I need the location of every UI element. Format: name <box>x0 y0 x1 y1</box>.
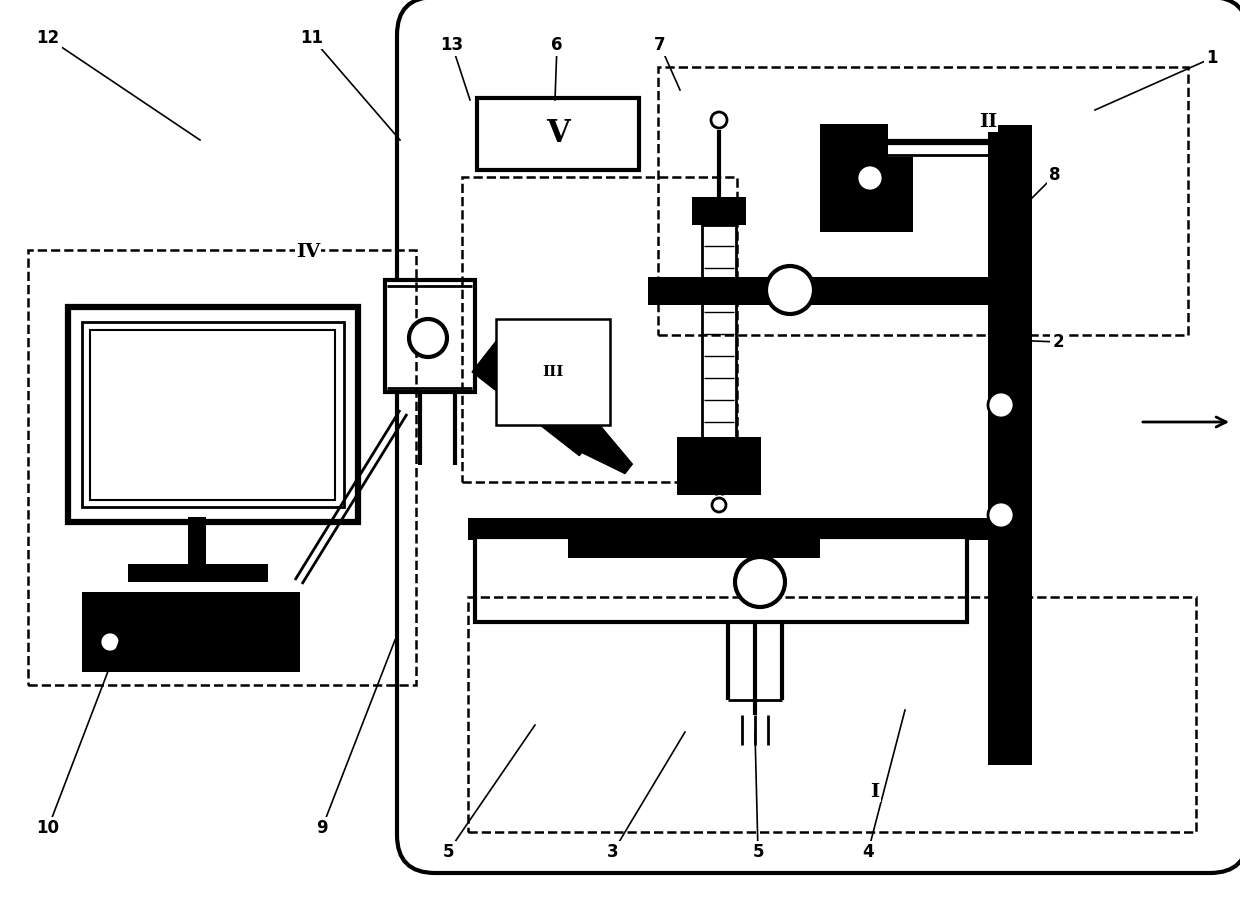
Bar <box>677 437 761 495</box>
Text: 12: 12 <box>36 29 60 47</box>
Text: IV: IV <box>296 243 320 261</box>
Circle shape <box>100 632 120 652</box>
Bar <box>820 124 888 232</box>
Bar <box>384 280 475 392</box>
Bar <box>463 177 737 482</box>
Text: III: III <box>542 365 564 379</box>
Bar <box>477 98 639 170</box>
Bar <box>568 530 820 558</box>
Bar <box>702 225 737 440</box>
Bar <box>188 517 206 565</box>
FancyBboxPatch shape <box>397 0 1240 873</box>
Bar <box>82 592 300 672</box>
Circle shape <box>712 498 725 512</box>
Text: 2: 2 <box>1053 333 1064 351</box>
Circle shape <box>766 266 813 314</box>
Bar <box>82 322 343 507</box>
Text: 9: 9 <box>316 819 327 837</box>
Bar <box>68 307 358 522</box>
Polygon shape <box>472 340 604 455</box>
Text: 10: 10 <box>36 819 60 837</box>
Bar <box>475 537 967 622</box>
Circle shape <box>409 319 446 357</box>
Bar <box>467 518 996 540</box>
Text: 6: 6 <box>552 36 563 54</box>
Text: 11: 11 <box>300 29 324 47</box>
Text: II: II <box>978 113 997 131</box>
Circle shape <box>711 112 727 128</box>
Text: 4: 4 <box>862 843 874 861</box>
Polygon shape <box>582 428 632 473</box>
Circle shape <box>988 502 1014 528</box>
Text: 5: 5 <box>443 843 454 861</box>
Bar <box>128 564 268 582</box>
Bar <box>91 330 335 500</box>
Text: 7: 7 <box>655 36 666 54</box>
Bar <box>29 250 415 685</box>
Text: 1: 1 <box>1207 49 1218 67</box>
Text: V: V <box>546 119 570 149</box>
Circle shape <box>857 165 883 191</box>
Text: 5: 5 <box>753 843 764 861</box>
Text: 8: 8 <box>1049 166 1060 184</box>
Circle shape <box>988 392 1014 418</box>
Circle shape <box>735 557 785 607</box>
Bar <box>91 330 335 500</box>
Bar <box>658 67 1188 335</box>
Text: 13: 13 <box>440 36 464 54</box>
Text: 3: 3 <box>608 843 619 861</box>
Bar <box>82 322 343 507</box>
Bar <box>649 277 992 305</box>
Bar <box>467 597 1197 832</box>
Text: I: I <box>870 783 879 801</box>
Bar <box>988 125 1032 765</box>
Bar <box>692 197 746 225</box>
Bar <box>878 157 913 232</box>
